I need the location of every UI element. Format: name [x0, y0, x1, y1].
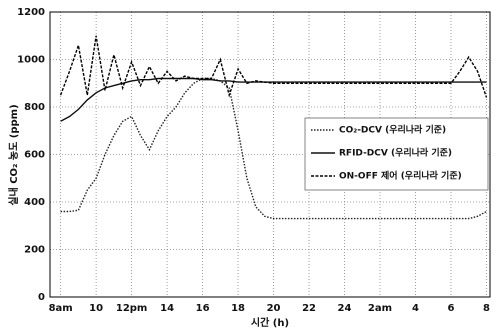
legend-label: RFID-DCV (우리나라 기준) — [339, 147, 452, 159]
x-tick-label: 4 — [412, 303, 419, 314]
y-tick-label: 0 — [38, 292, 45, 303]
x-tick-label: 24 — [338, 303, 352, 314]
x-tick-label: 2am — [368, 303, 392, 314]
y-tick-label: 1200 — [17, 7, 45, 18]
y-axis-label: 실내 CO₂ 농도 (ppm) — [7, 104, 20, 205]
y-tick-label: 200 — [24, 245, 45, 256]
x-tick-label: 8am — [49, 303, 73, 314]
x-tick-label: 20 — [267, 303, 281, 314]
x-tick-label: 12pm — [116, 303, 148, 314]
series-line — [60, 77, 487, 220]
x-axis-label: 시간 (h) — [251, 316, 289, 329]
series-line — [59, 35, 488, 98]
x-tick-label: 18 — [231, 303, 245, 314]
y-tick-label: 400 — [24, 197, 45, 208]
x-tick-label: 6 — [447, 303, 454, 314]
x-tick-label: 14 — [160, 303, 174, 314]
x-tick-label: 22 — [302, 303, 316, 314]
y-tick-label: 600 — [24, 150, 45, 161]
x-tick-label: 10 — [89, 303, 103, 314]
x-tick-label: 8 — [483, 303, 490, 314]
legend-label: CO₂-DCV (우리나라 기준) — [339, 124, 446, 136]
series-line — [60, 77, 487, 122]
y-tick-label: 800 — [24, 102, 45, 113]
legend-box — [304, 117, 489, 191]
x-tick-label: 16 — [196, 303, 210, 314]
y-tick-label: 1000 — [17, 55, 45, 66]
plot-frame — [49, 11, 491, 298]
legend-label: ON-OFF 제어 (우리나라 기준) — [339, 170, 462, 182]
